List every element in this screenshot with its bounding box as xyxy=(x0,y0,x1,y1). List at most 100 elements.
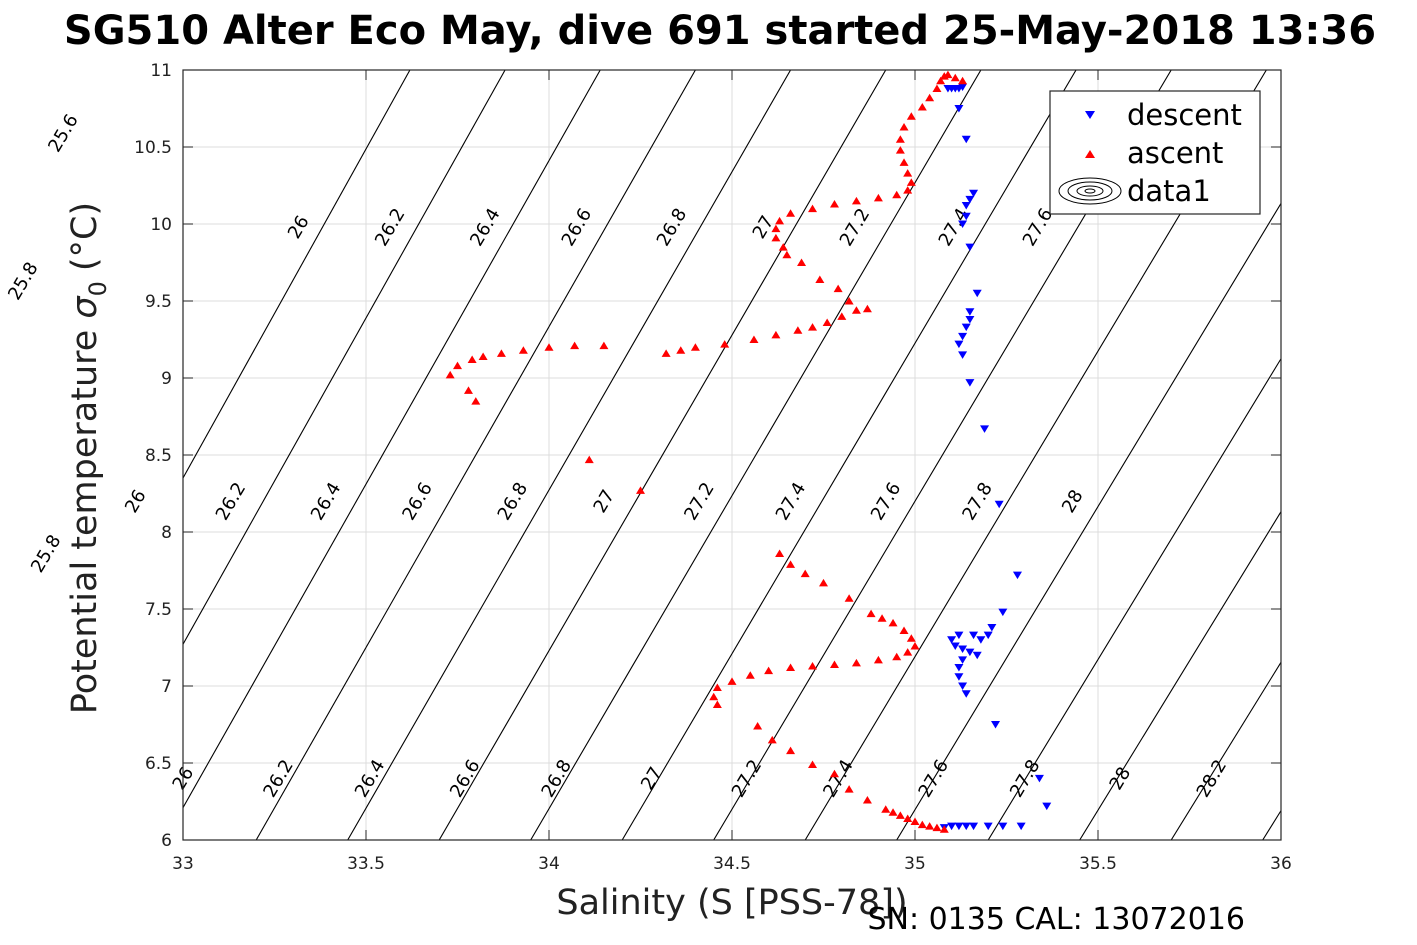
descent-point xyxy=(958,351,968,359)
isopycnal-line xyxy=(530,70,982,840)
isopycnal-line xyxy=(1079,510,1281,840)
ascent-point xyxy=(518,346,528,354)
descent-point xyxy=(958,656,968,664)
descent-point xyxy=(961,202,971,210)
descent-point xyxy=(950,642,960,650)
x-tick-label: 34.5 xyxy=(713,854,751,874)
ascent-point xyxy=(958,76,968,85)
ascent-point xyxy=(892,652,902,661)
descent-point xyxy=(958,332,968,341)
ascent-point xyxy=(584,455,594,464)
ascent-point xyxy=(720,340,730,348)
descent-point xyxy=(969,631,979,640)
ascent-point xyxy=(881,805,891,813)
ascent-point xyxy=(917,102,927,111)
legend-descent-label: descent xyxy=(1127,98,1242,132)
ascent-point xyxy=(712,683,722,692)
ascent-point xyxy=(903,814,913,822)
descent-point xyxy=(987,623,997,632)
y-tick-label: 8.5 xyxy=(145,446,172,466)
ascent-point xyxy=(808,323,818,331)
ascent-point xyxy=(844,297,854,305)
chart-title: SG510 Alter Eco May, dive 691 started 25… xyxy=(64,8,1376,54)
ascent-point xyxy=(749,335,759,343)
ascent-point xyxy=(862,304,872,313)
descent-point xyxy=(954,664,964,672)
ascent-point xyxy=(899,158,909,166)
ascent-point xyxy=(753,722,763,730)
descent-point xyxy=(954,673,964,681)
ascent-point xyxy=(808,760,818,769)
ascent-point xyxy=(822,318,832,327)
ascent-point xyxy=(906,634,916,642)
ascent-point xyxy=(877,614,887,622)
descent-point xyxy=(954,105,964,113)
y-axis-label-symbol: σ xyxy=(65,295,105,319)
data-points xyxy=(445,70,1052,833)
descent-point xyxy=(983,822,993,831)
legend-box xyxy=(1049,90,1261,215)
ascent-point xyxy=(636,486,645,494)
legend-data1-contour-icon xyxy=(1058,177,1122,205)
descent-point xyxy=(998,608,1008,617)
ascent-point xyxy=(786,746,796,755)
ascent-point xyxy=(851,306,861,314)
y-tick-label: 8 xyxy=(161,523,172,543)
ascent-point xyxy=(903,186,913,194)
ascent-point xyxy=(676,346,686,354)
descent-point xyxy=(961,690,971,698)
y-tick-label: 7.5 xyxy=(145,600,172,620)
ascent-point xyxy=(771,224,781,233)
descent-point xyxy=(954,340,964,349)
y-tick-label: 9 xyxy=(161,369,172,389)
ascent-point xyxy=(478,352,488,360)
contour-label-text: 25.8 xyxy=(27,531,66,576)
descent-point xyxy=(947,822,957,831)
ascent-point xyxy=(771,330,781,339)
descent-point xyxy=(1042,802,1052,811)
contour-label-text: 26 xyxy=(121,486,151,516)
legend-descent-marker xyxy=(1085,111,1095,119)
ascent-point xyxy=(862,795,872,804)
ascent-point xyxy=(829,660,839,668)
descent-point xyxy=(954,631,964,640)
ascent-point xyxy=(782,250,792,259)
ascent-point xyxy=(925,822,935,830)
ascent-point xyxy=(467,355,477,364)
ascent-point xyxy=(786,209,796,217)
x-tick-label: 33 xyxy=(172,854,194,874)
descent-point xyxy=(1016,822,1026,831)
footer-serial-calibration: SN: 0135 CAL: 13072016 xyxy=(867,902,1245,937)
isopycnal-line xyxy=(183,70,506,646)
ascent-point xyxy=(873,655,883,664)
y-tick-label: 6 xyxy=(161,831,172,851)
ascent-point xyxy=(837,312,847,320)
ascent-point xyxy=(775,549,785,558)
descent-point xyxy=(965,315,975,324)
descent-point xyxy=(969,189,979,198)
descent-point xyxy=(1034,774,1044,783)
isopycnal-line xyxy=(987,357,1281,840)
ascent-point xyxy=(570,341,580,350)
isopycnal-line xyxy=(255,70,696,840)
contour-label: 26 xyxy=(121,486,151,516)
ascent-point xyxy=(800,569,810,578)
x-axis-label: Salinity (S [PSS-78]) xyxy=(556,883,907,923)
descent-point xyxy=(954,822,964,831)
descent-point xyxy=(958,682,968,690)
ascent-point xyxy=(471,397,481,405)
ascent-point xyxy=(899,122,909,131)
descent-point xyxy=(961,323,971,332)
isopycnal-line xyxy=(347,70,792,840)
y-tick-label: 10 xyxy=(150,215,172,235)
ascent-point xyxy=(808,204,818,213)
ascent-point xyxy=(453,361,462,370)
y-tick-label: 9.5 xyxy=(145,292,172,312)
ascent-point xyxy=(910,817,920,826)
x-tick-label: 34 xyxy=(538,854,560,874)
legend-ascent-label: ascent xyxy=(1127,136,1223,170)
ascent-point xyxy=(917,820,927,829)
ascent-point xyxy=(690,343,700,351)
ascent-point xyxy=(496,349,506,357)
descent-point xyxy=(947,636,957,644)
